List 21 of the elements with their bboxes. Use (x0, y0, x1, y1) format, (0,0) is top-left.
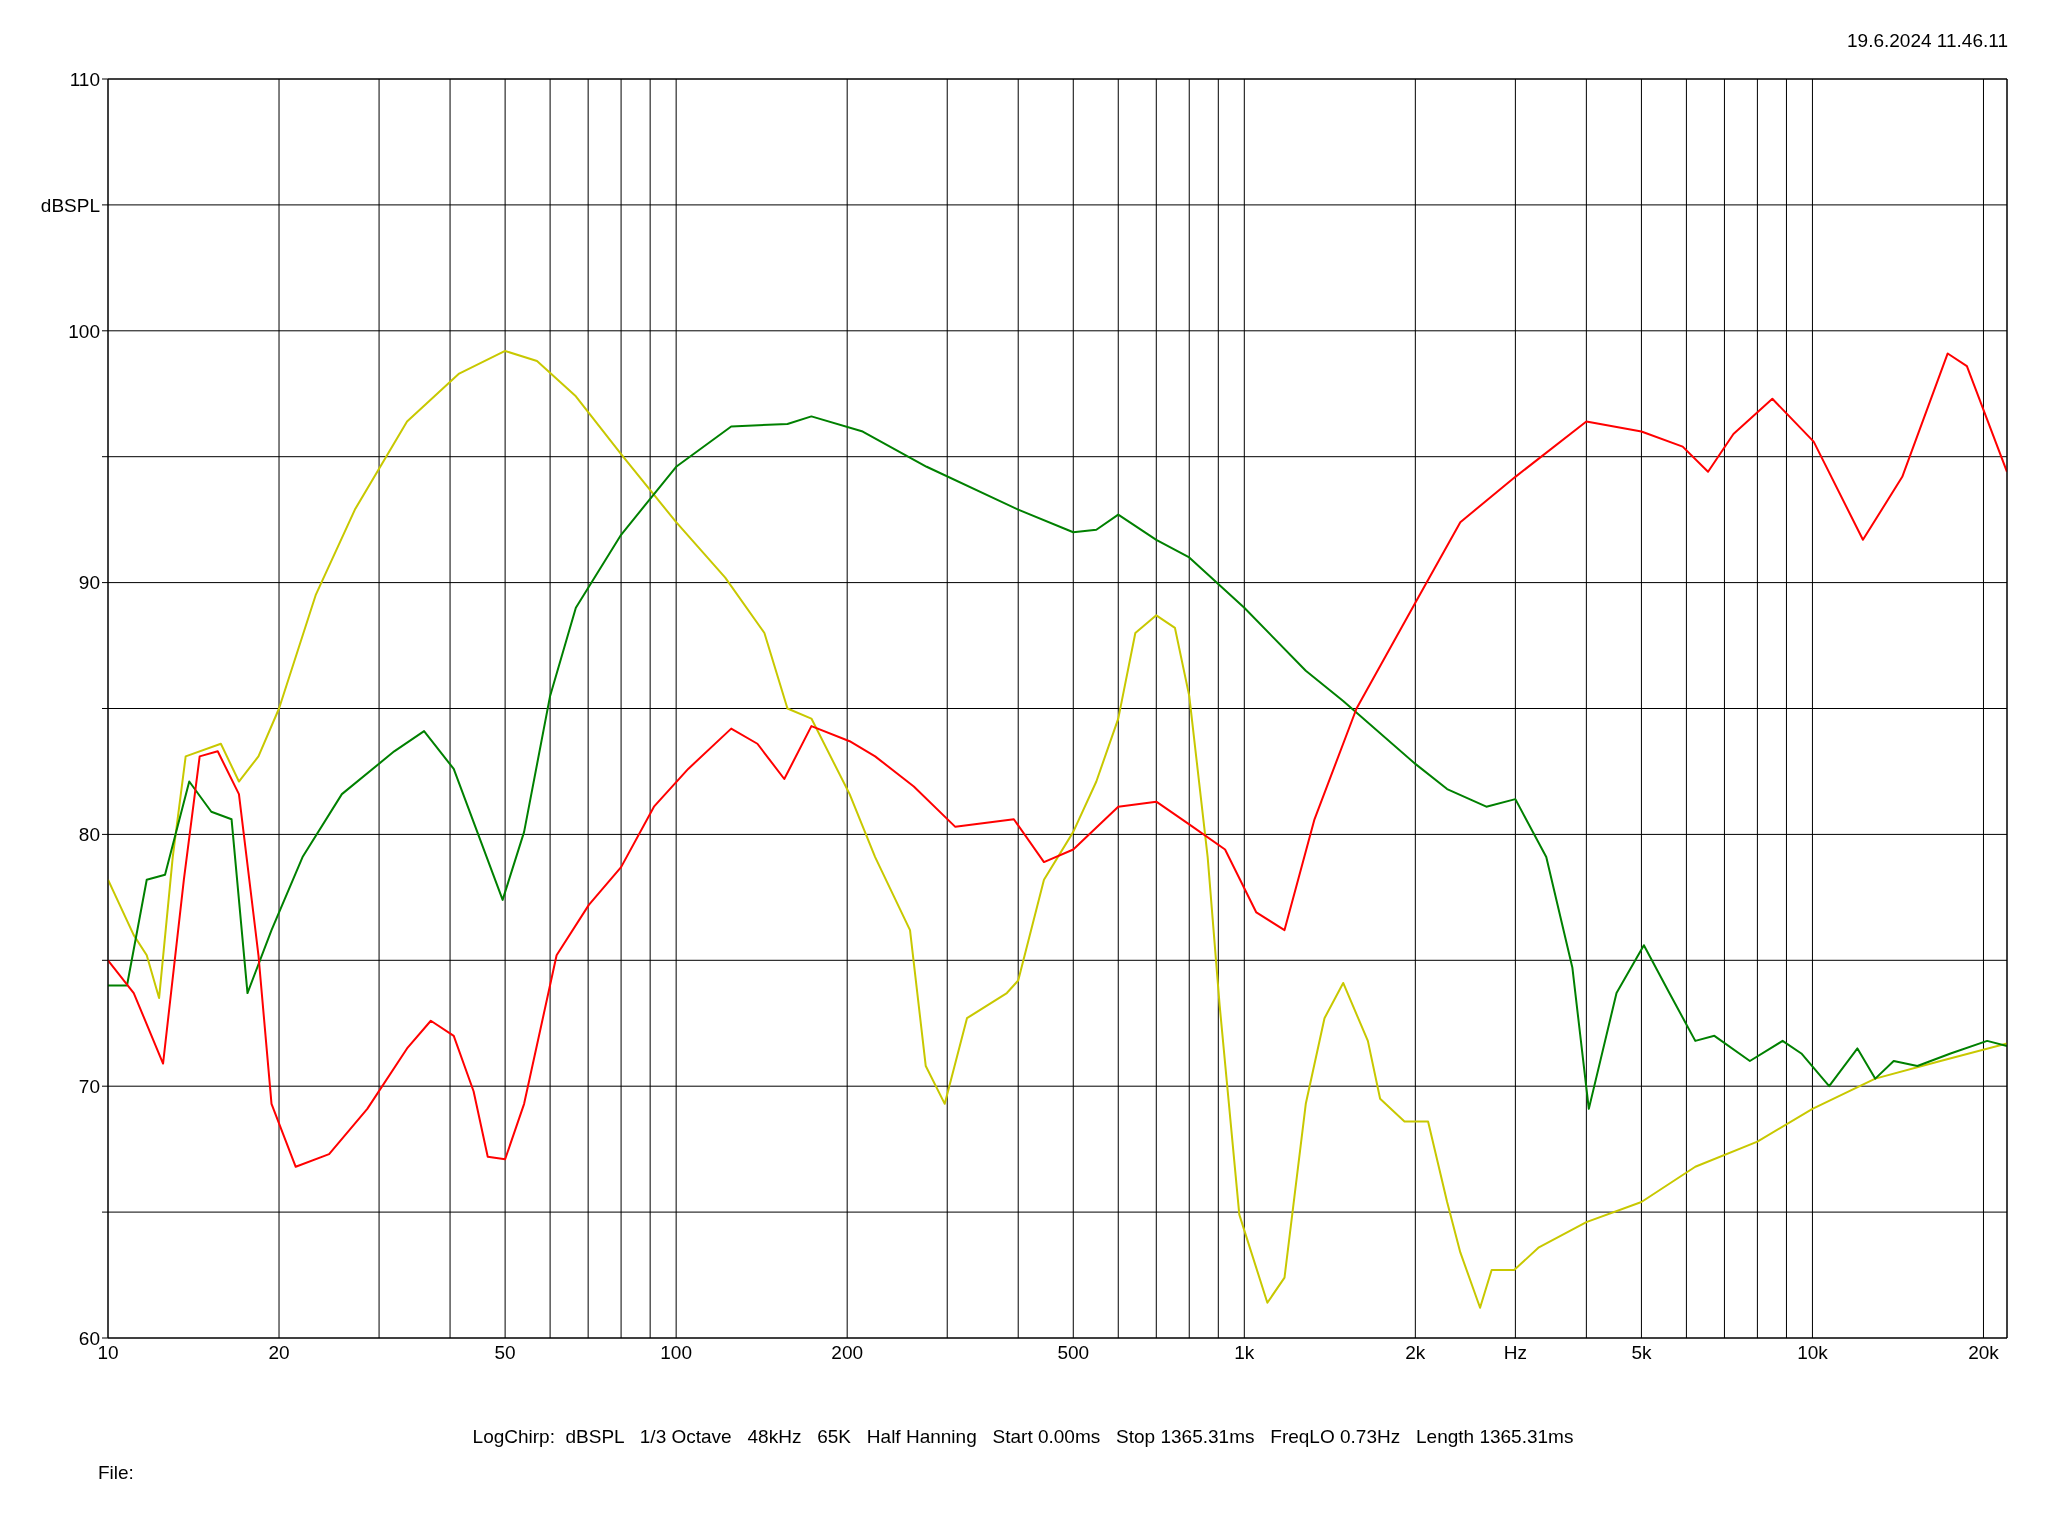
x-tick-label: Hz (1503, 1342, 1527, 1364)
x-tick-label: 2k (1405, 1342, 1426, 1364)
y-tick-label: dBSPL (40, 194, 100, 216)
x-tick-label: 20 (268, 1342, 290, 1364)
y-tick-label: 90 (78, 572, 100, 594)
x-tick-label: 100 (660, 1342, 692, 1364)
text: File: (98, 1462, 134, 1484)
text: 19.6.2024 11.46.11 (1847, 30, 2008, 52)
y-tick-label: 110 (69, 68, 100, 90)
x-tick-label: 200 (831, 1342, 864, 1364)
y-tick-label: 60 (78, 1327, 100, 1349)
x-tick-label: 500 (1057, 1342, 1090, 1364)
y-tick-label: 100 (68, 320, 100, 342)
y-tick-label: 70 (78, 1075, 100, 1097)
y-tick-label: 80 (78, 824, 100, 846)
x-tick-label: 10k (1797, 1342, 1829, 1364)
x-tick-label: 50 (494, 1342, 516, 1364)
text: LogChirp: dBSPL 1/3 Octave 48kHz 65K Half Hanning Start 0.00ms Stop 1365.31ms FreqLO 0.73Hz Length 1365.31ms (471, 1426, 1575, 1448)
x-tick-label: 1k (1234, 1342, 1255, 1364)
x-tick-label: 20k (1968, 1342, 2000, 1364)
x-tick-label: 5k (1631, 1342, 1652, 1364)
